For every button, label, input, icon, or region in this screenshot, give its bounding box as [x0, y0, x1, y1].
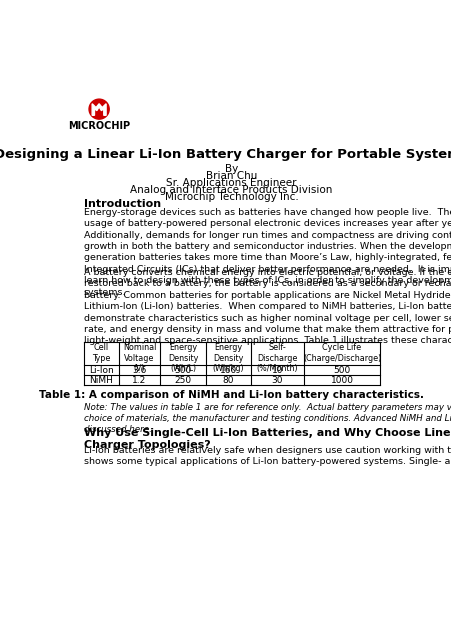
Text: 1.2: 1.2	[132, 376, 146, 385]
Text: Why Use Single-Cell Li-Ion Batteries, and Why Choose Linear Over Switching
Charg: Why Use Single-Cell Li-Ion Batteries, an…	[83, 428, 451, 449]
Text: Energy-storage devices such as batteries have changed how people live.  The dail: Energy-storage devices such as batteries…	[83, 208, 451, 297]
Text: Li-Ion batteries are relatively safe when designers use caution working with the: Li-Ion batteries are relatively safe whe…	[83, 445, 451, 466]
Polygon shape	[92, 104, 106, 115]
Text: Introduction: Introduction	[83, 199, 161, 209]
Text: 30: 30	[271, 376, 283, 385]
Text: 80: 80	[222, 376, 234, 385]
Text: Microchip Technology Inc.: Microchip Technology Inc.	[165, 191, 298, 202]
Text: By: By	[225, 164, 238, 174]
Text: Energy
Density
(Wh/kg): Energy Density (Wh/kg)	[212, 343, 244, 373]
Text: 10: 10	[271, 366, 283, 375]
Text: Note: The values in table 1 are for reference only.  Actual battery parameters m: Note: The values in table 1 are for refe…	[83, 403, 451, 434]
Text: Analog and Interface Products Division: Analog and Interface Products Division	[130, 184, 332, 195]
Text: Cell
Type: Cell Type	[92, 343, 110, 363]
Text: A battery converts chemical energy into electric potential, or voltage. If the e: A battery converts chemical energy into …	[83, 268, 451, 346]
Text: Li-Ion: Li-Ion	[88, 366, 113, 375]
Text: Designing a Linear Li-Ion Battery Charger for Portable Systems: Designing a Linear Li-Ion Battery Charge…	[0, 148, 451, 161]
Text: NiMH: NiMH	[89, 376, 113, 385]
Text: 500: 500	[333, 366, 350, 375]
Text: MICROCHIP: MICROCHIP	[68, 122, 130, 131]
Text: Nominal
Voltage
(V): Nominal Voltage (V)	[123, 343, 156, 373]
Text: 250: 250	[174, 376, 191, 385]
Text: Brian Chu: Brian Chu	[206, 171, 257, 180]
Text: 3.6: 3.6	[132, 366, 147, 375]
Text: 500: 500	[174, 366, 191, 375]
Text: Self-
Discharge
(%/Month): Self- Discharge (%/Month)	[256, 343, 298, 373]
Text: 160: 160	[220, 366, 237, 375]
Text: Table 1: A comparison of NiMH and Li-Ion battery characteristics.: Table 1: A comparison of NiMH and Li-Ion…	[39, 390, 423, 400]
Text: 1000: 1000	[330, 376, 353, 385]
Ellipse shape	[89, 99, 109, 119]
Text: Cycle Life
(Charge/Discharge): Cycle Life (Charge/Discharge)	[302, 343, 380, 363]
Text: Sr. Applications Engineer: Sr. Applications Engineer	[166, 178, 296, 188]
Text: Energy
Density
(Wh/L): Energy Density (Wh/L)	[168, 343, 198, 373]
